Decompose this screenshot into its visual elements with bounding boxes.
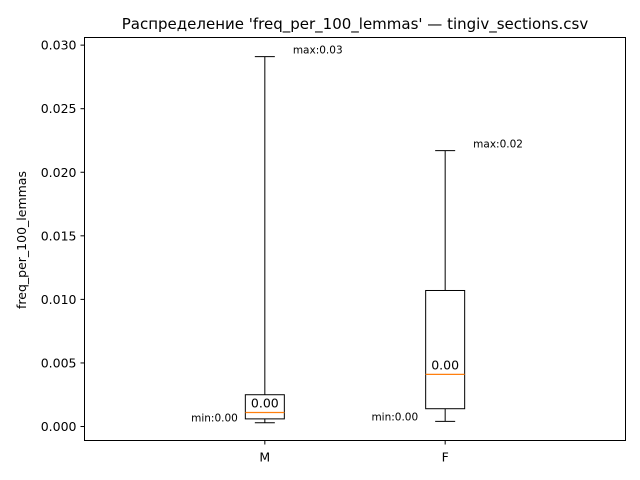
min-label: min:0.00 [191, 413, 238, 425]
y-tick-label: 0.020 [41, 165, 77, 180]
max-label: max:0.03 [293, 45, 343, 57]
y-tick-label: 0.010 [41, 292, 77, 307]
max-label: max:0.02 [473, 139, 523, 151]
y-tick-label: 0.015 [41, 228, 77, 243]
plot-area: 0.000 0.005 0.010 0.015 0.020 0.025 0.030 M F 0.0… [41, 38, 523, 465]
y-tick-label: 0.005 [41, 355, 77, 370]
iqr-box [244, 394, 285, 420]
y-axis-label: freq_per_100_lemmas [14, 171, 29, 309]
median-label: 0.00 [251, 396, 279, 411]
median-label: 0.00 [431, 357, 459, 372]
y-tick-label: 0.000 [41, 419, 77, 434]
iqr-box [425, 289, 466, 410]
y-tick-label: 0.030 [41, 38, 77, 53]
chart-title: Распределение 'freq_per_100_lemmas' — ti… [122, 15, 589, 34]
y-tick-label: 0.025 [41, 101, 77, 116]
axes-frame [84, 37, 626, 441]
x-tick-label: F [442, 450, 449, 465]
x-tick-label: M [259, 450, 270, 465]
min-label: min:0.00 [371, 411, 418, 423]
